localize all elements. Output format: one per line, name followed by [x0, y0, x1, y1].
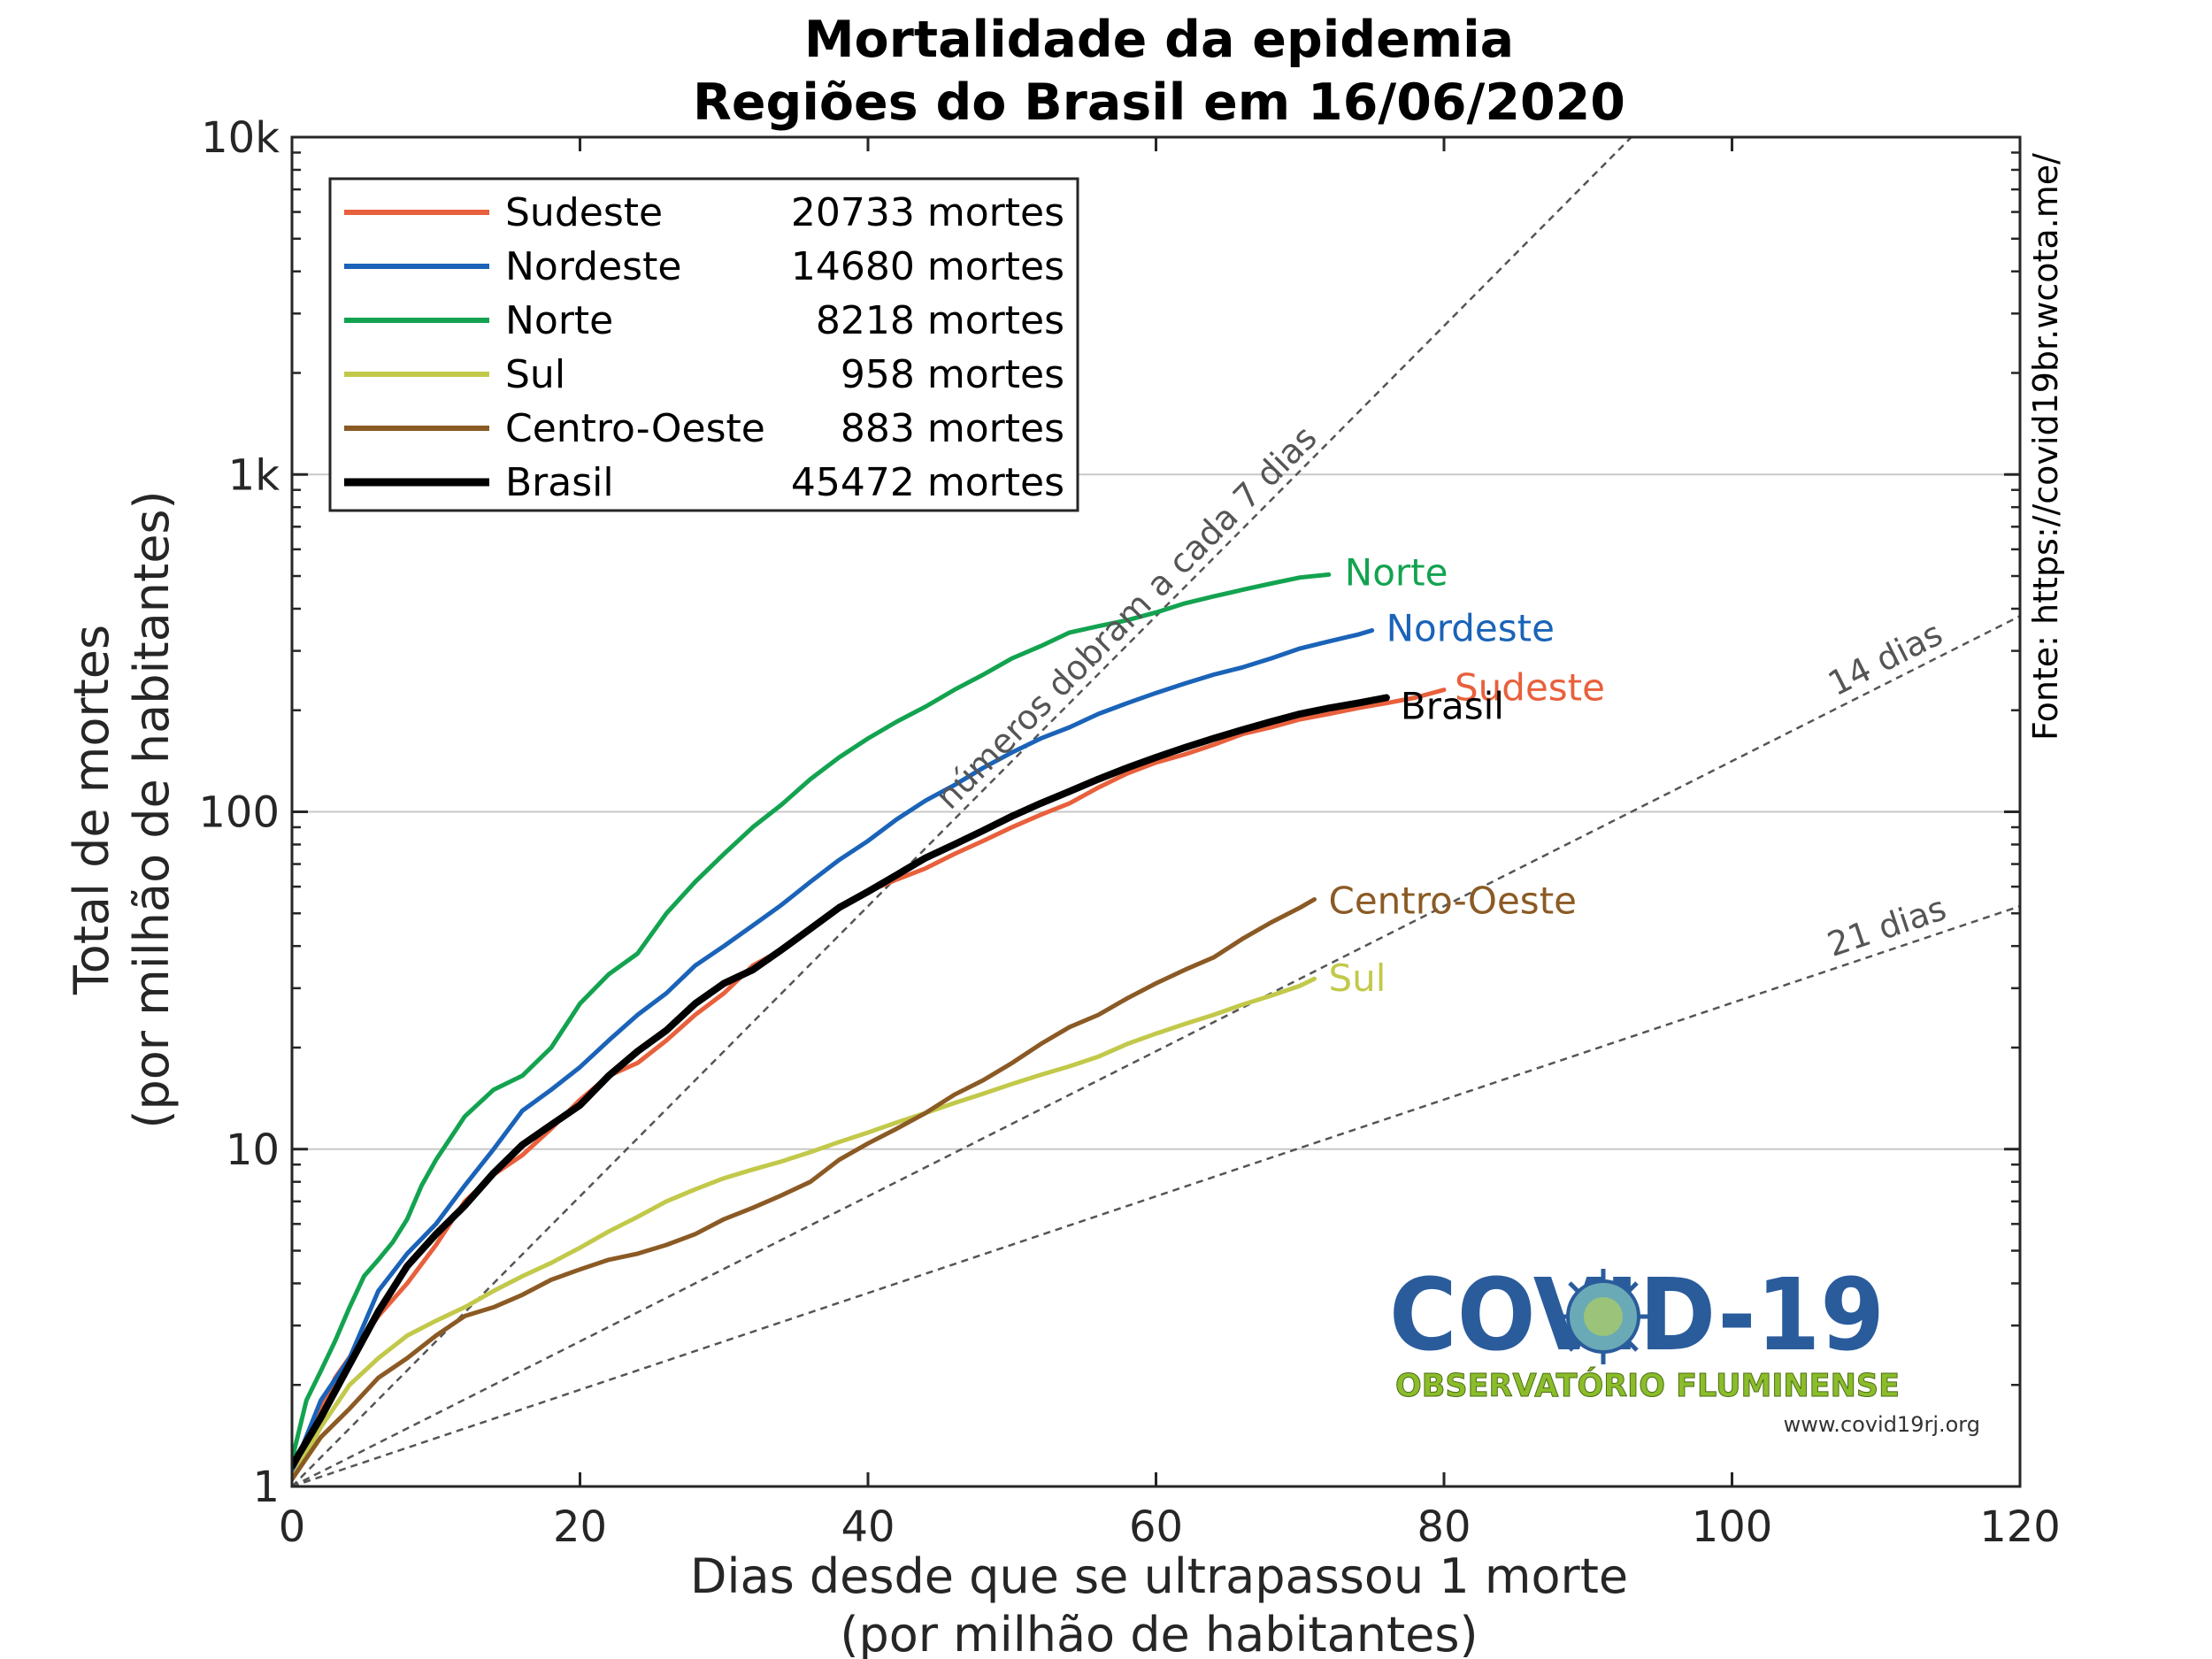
reference-line — [292, 137, 1633, 1486]
legend-name-centro-oeste: Centro-Oeste — [505, 406, 765, 451]
chart-title-line1: Mortalidade da epidemia — [804, 11, 1514, 69]
series-end-label-sul: Sul — [1329, 956, 1386, 1000]
logo-url: www.covid19rj.org — [1784, 1412, 1980, 1437]
series-line-sudeste — [292, 687, 1447, 1475]
series-end-label-norte: Norte — [1345, 550, 1448, 594]
x-tick-label: 100 — [1692, 1502, 1773, 1552]
series-line-nordeste — [292, 628, 1375, 1475]
series-lines — [292, 572, 1447, 1482]
virus-icon — [1555, 1269, 1651, 1364]
y-axis-label-line1: Total de mortes — [64, 625, 119, 995]
reference-line-label: 21 dias — [1823, 888, 1951, 964]
series-end-label-centro-oeste: Centro-Oeste — [1329, 879, 1578, 922]
series-line-centro-oeste — [292, 897, 1317, 1482]
x-tick-label: 20 — [553, 1502, 607, 1552]
reference-line-label: 14 dias — [1822, 614, 1948, 703]
legend-deaths-nordeste: 14680 mortes — [791, 244, 1064, 289]
series-end-label-sudeste: Sudeste — [1455, 666, 1605, 710]
legend-deaths-sudeste: 20733 mortes — [791, 190, 1064, 235]
x-tick-label: 0 — [279, 1502, 306, 1552]
chart-title-line2: Regiões do Brasil em 16/06/2020 — [693, 73, 1625, 132]
legend: Sudeste 20733 mortes Nordeste 14680 mortes N… — [328, 177, 1079, 512]
reference-lines — [292, 137, 2020, 1486]
legend-deaths-centro-oeste: 883 mortes — [841, 406, 1064, 451]
x-axis-label-line2: (por milhão de habitantes) — [840, 1607, 1478, 1659]
legend-deaths-sul: 958 mortes — [841, 352, 1064, 397]
y-ticks: 1 10 100 1k 10k — [198, 113, 2020, 1512]
reference-line — [292, 904, 2020, 1486]
legend-name-brasil: Brasil — [505, 460, 614, 505]
legend-name-sudeste: Sudeste — [505, 190, 663, 235]
y-tick-label: 10k — [201, 113, 280, 163]
y-tick-label: 1 — [252, 1463, 280, 1512]
x-tick-label: 120 — [1979, 1502, 2061, 1552]
x-tick-label: 60 — [1129, 1502, 1183, 1552]
legend-deaths-norte: 8218 mortes — [816, 298, 1064, 343]
source-text: Fonte: https://covid19br.wcota.me/ — [2026, 153, 2065, 741]
legend-name-norte: Norte — [505, 298, 613, 343]
legend-name-nordeste: Nordeste — [505, 244, 681, 289]
y-tick-label: 10 — [226, 1125, 280, 1175]
logo: COVID-19 OBSERVATÓRIO FLUMINENSE www.cov… — [1389, 1258, 1980, 1437]
legend-deaths-brasil: 45472 mortes — [791, 460, 1064, 505]
y-tick-label: 100 — [198, 788, 280, 838]
logo-subtitle: OBSERVATÓRIO FLUMINENSE — [1395, 1367, 1900, 1404]
x-ticks: 0 20 40 60 80 100 120 — [279, 137, 2061, 1552]
legend-box — [328, 177, 1079, 512]
legend-name-sul: Sul — [505, 352, 565, 397]
series-end-labels: Sudeste Nordeste Norte Sul Centro-Oeste Brasi… — [1329, 550, 1605, 1000]
y-tick-label: 1k — [228, 450, 280, 500]
series-line-sul — [292, 976, 1317, 1482]
series-end-label-brasil: Brasil — [1401, 684, 1504, 727]
series-line-brasil — [292, 694, 1390, 1470]
series-end-label-nordeste: Nordeste — [1386, 606, 1555, 649]
x-axis-label-line1: Dias desde que se ultrapassou 1 morte — [690, 1548, 1628, 1604]
x-tick-label: 40 — [841, 1502, 895, 1552]
reference-line — [292, 615, 2020, 1486]
series-line-norte — [292, 572, 1332, 1463]
x-tick-label: 80 — [1417, 1502, 1471, 1552]
y-axis-label-line2: (por milhão de habitantes) — [124, 490, 180, 1128]
